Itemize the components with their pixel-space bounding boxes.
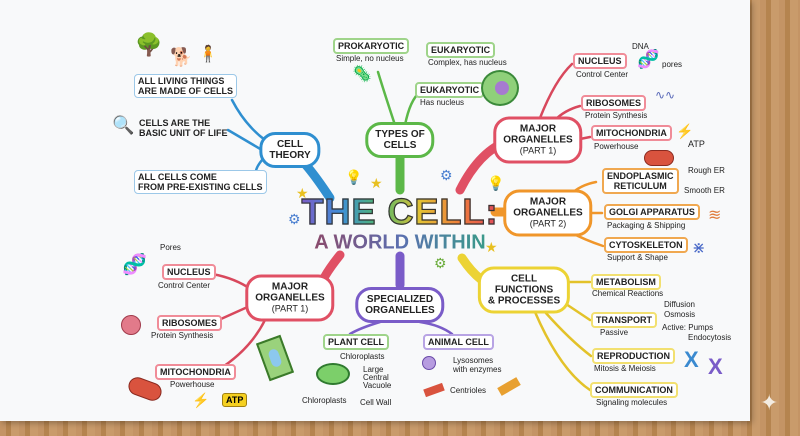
tree-icon: 🌳 <box>135 32 163 57</box>
mitochondria-desc-left: Powerhouse <box>170 380 215 389</box>
eukaryotic-box-2: EUKARYOTIC <box>415 82 485 98</box>
animal-cell-box: ANIMAL CELL <box>423 334 494 350</box>
gear-icon: ⚙ <box>288 211 301 227</box>
dog-icon: 🐕 <box>170 47 193 67</box>
cytoskeleton-box: CYTOSKELETON <box>604 237 688 253</box>
specialized-organelles-node: SPECIALIZED ORGANELLES <box>355 287 445 323</box>
mitochondria-box-right: MITOCHONDRIA <box>591 125 672 141</box>
smooth-er-label: Smooth ER <box>684 186 725 195</box>
er-box: ENDOPLASMIC RETICULUM <box>602 168 679 194</box>
eukaryotic-desc-2: Has nucleus <box>420 98 465 107</box>
mitochondria-desc-right: Powerhouse <box>594 142 639 151</box>
prokaryotic-box: PROKARYOTIC <box>333 38 410 54</box>
mitochondrion-icon <box>644 150 674 166</box>
atp-badge-left: ATP <box>222 393 248 407</box>
dna-label: DNA <box>632 42 649 51</box>
nucleus-desc-right: Control Center <box>576 70 629 79</box>
nucleus-box-right: NUCLEUS <box>573 53 627 69</box>
ribosomes-box-right: RIBOSOMES <box>581 95 647 111</box>
ribosomes-desc-left: Protein Synthesis <box>151 331 214 340</box>
mitochondria-box-left: MITOCHONDRIA <box>155 364 236 380</box>
osmosis-label: Osmosis <box>664 310 696 319</box>
gear-icon: ⚙ <box>440 167 453 183</box>
prokaryotic-desc: Simple, no nucleus <box>336 54 404 63</box>
lightning-icon: ⚡ <box>192 392 210 408</box>
nucleus-desc-left: Control Center <box>158 281 211 290</box>
rough-er-label: Rough ER <box>688 166 725 175</box>
reproduction-desc: Mitosis & Meiosis <box>594 364 656 373</box>
diffusion-label: Diffusion <box>664 300 695 309</box>
plant-cell-box: PLANT CELL <box>323 334 389 350</box>
cell-theory-node: CELL THEORY <box>259 132 321 168</box>
cell-functions-node: CELL FUNCTIONS & PROCESSES <box>477 266 571 314</box>
golgi-desc: Packaging & Shipping <box>607 221 686 230</box>
ribosomes-desc-right: Protein Synthesis <box>585 111 648 120</box>
cell-theory-item-3: ALL CELLS COME FROM PRE-EXISTING CELLS <box>134 170 267 194</box>
bacterium-icon: 🦠 <box>352 66 372 83</box>
golgi-icon: ≋ <box>708 207 722 224</box>
star-icon: ★ <box>370 175 383 191</box>
vacuole-label: Large Central Vacuole <box>363 365 392 390</box>
cytoskeleton-desc: Support & Shape <box>607 253 668 262</box>
main-title: THE CELL: <box>301 190 499 232</box>
chloroplast-icon <box>316 363 350 385</box>
lightbulb-icon: 💡 <box>345 169 363 185</box>
lightbulb-icon: 💡 <box>487 175 505 191</box>
eukaryotic-desc-1: Complex, has nucleus <box>428 58 507 67</box>
transport-desc: Passive <box>600 328 629 337</box>
reproduction-box: REPRODUCTION <box>592 348 676 364</box>
atp-label-right: ATP <box>688 139 705 149</box>
cell-theory-item-2: CELLS ARE THE BASIC UNIT OF LIFE <box>139 118 228 138</box>
types-of-cells-node: TYPES OF CELLS <box>365 122 435 158</box>
chromosome-icon: X <box>684 347 699 372</box>
major-organelles-part1-left-node: MAJOR ORGANELLES (PART 1) <box>245 274 335 322</box>
metabolism-box: METABOLISM <box>591 274 661 290</box>
eukaryotic-box-1: EUKARYOTIC <box>426 42 496 58</box>
chloroplasts-label-2: Chloroplasts <box>302 396 347 405</box>
pores-label: pores <box>662 60 683 69</box>
pores-label-left: Pores <box>160 243 181 252</box>
star-icon: ★ <box>296 185 309 201</box>
metabolism-desc: Chemical Reactions <box>592 289 664 298</box>
cell-wall-label: Cell Wall <box>360 398 392 407</box>
ribosome-beads-icon: ∿∿ <box>655 88 676 102</box>
chromosome-icon: X <box>708 354 723 379</box>
eukaryotic-cell-icon <box>481 70 519 106</box>
major-organelles-part2-node: MAJOR ORGANELLES (PART 2) <box>503 189 593 237</box>
communication-box: COMMUNICATION <box>590 382 678 398</box>
person-icon: 🧍 <box>198 46 218 63</box>
major-organelles-part1-right-node: MAJOR ORGANELLES (PART 1) <box>493 116 583 164</box>
cell-theory-item-1: ALL LIVING THINGS ARE MADE OF CELLS <box>134 74 238 98</box>
ribosomes-box-left: RIBOSOMES <box>157 315 223 331</box>
chloroplasts-label: Chloroplasts <box>340 352 385 361</box>
magnifier-icon: 🔍 <box>112 115 135 135</box>
mind-map-paper: THE CELL: A WORLD WITHIN 💡 💡 ★ ★ ⚙ ⚙ ⚙ ★… <box>0 0 750 421</box>
cytoskeleton-fibers-icon: ⋇ <box>692 240 706 257</box>
lysosome-icon <box>422 356 436 370</box>
dna-icon: 🧬 <box>122 254 147 276</box>
dna-icon: 🧬 <box>637 49 660 69</box>
lysosomes-label: Lysosomes with enzymes <box>453 356 502 374</box>
ribosome-icon <box>121 315 141 335</box>
endocytosis-label: Endocytosis <box>688 333 732 342</box>
communication-desc: Signaling molecules <box>596 398 668 407</box>
star-icon: ★ <box>485 239 498 255</box>
active-pumps-label: Active: Pumps <box>662 323 714 332</box>
centrioles-label: Centrioles <box>450 386 487 395</box>
lightning-icon: ⚡ <box>676 123 694 139</box>
sparkle-icon: ✦ <box>760 390 779 415</box>
main-subtitle: A WORLD WITHIN <box>314 231 486 254</box>
golgi-box: GOLGI APPARATUS <box>604 204 700 220</box>
gear-icon: ⚙ <box>434 255 447 271</box>
transport-box: TRANSPORT <box>591 312 657 328</box>
nucleus-box-left: NUCLEUS <box>162 264 216 280</box>
